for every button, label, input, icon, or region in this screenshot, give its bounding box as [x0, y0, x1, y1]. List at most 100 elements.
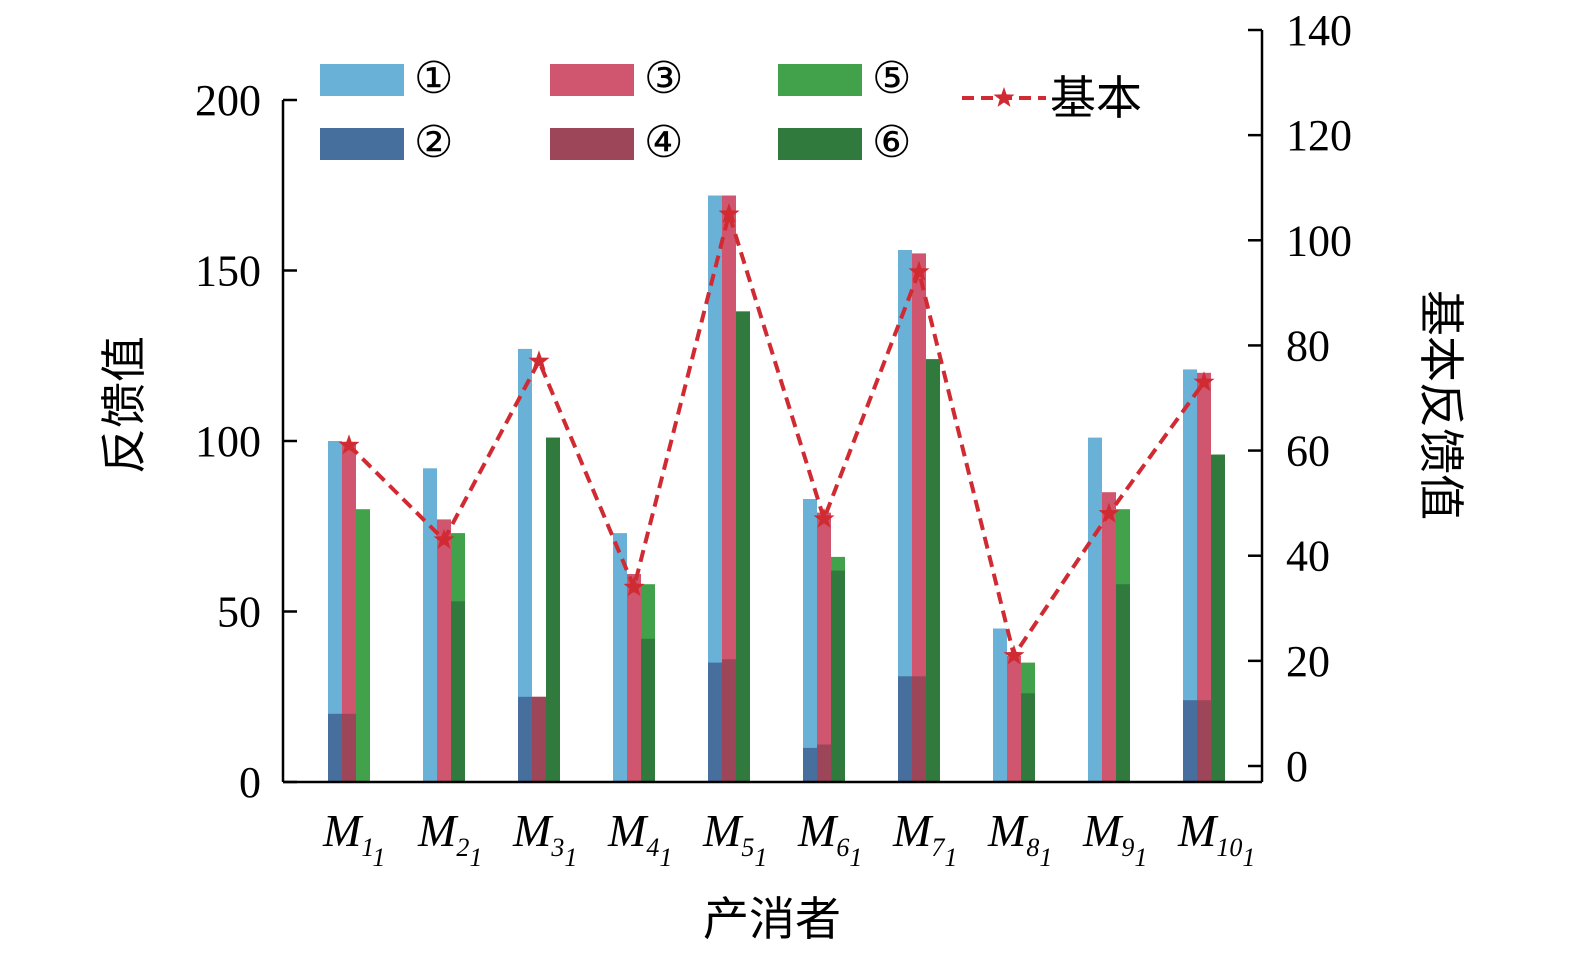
category-label-main: M — [417, 805, 459, 856]
bar-series-3-cat-5 — [722, 195, 736, 782]
right-tick-label-20: 20 — [1286, 637, 1330, 686]
legend-label-3: ③ — [644, 53, 683, 104]
bars-group — [328, 195, 1225, 783]
bar-series-6-cat-4 — [641, 638, 655, 782]
category-label-sub1: 6 — [836, 833, 849, 862]
left-tick-label-150: 150 — [195, 247, 261, 296]
bar-series-4-cat-1 — [342, 713, 356, 782]
legend-swatch-2 — [320, 128, 404, 160]
legend-line-marker — [993, 87, 1015, 107]
category-label-sub2: 1 — [564, 843, 577, 872]
line-point-9 — [1098, 502, 1120, 523]
legend-swatch-4 — [550, 128, 634, 160]
bar-series-4-cat-6 — [817, 744, 831, 782]
category-label-8: M81 — [987, 805, 1052, 872]
category-label-sub1: 3 — [550, 833, 564, 862]
bar-series-6-cat-6 — [831, 570, 845, 782]
legend-label-5: ⑤ — [872, 53, 911, 104]
bar-series-1-cat-5 — [708, 195, 722, 782]
bar-series-1-cat-6 — [803, 499, 817, 782]
bar-series-1-cat-7 — [898, 250, 912, 782]
bar-series-6-cat-5 — [736, 311, 750, 782]
left-tick-label-200: 200 — [195, 76, 261, 125]
category-label-sub2: 1 — [659, 843, 672, 872]
x-axis-title: 产消者 — [703, 892, 841, 946]
legend-swatch-6 — [778, 128, 862, 160]
category-label-main: M — [512, 805, 554, 856]
bar-series-2-cat-10 — [1183, 700, 1197, 782]
bar-series-6-cat-9 — [1116, 584, 1130, 782]
bar-series-1-cat-2 — [423, 468, 437, 782]
bar-series-1-cat-10 — [1183, 369, 1197, 782]
line-point-5 — [718, 203, 740, 223]
bar-series-1-cat-3 — [518, 348, 532, 782]
category-label-sub1: 2 — [456, 833, 469, 862]
category-label-main: M — [1082, 805, 1124, 856]
bar-series-1-cat-4 — [613, 533, 627, 782]
bar-series-3-cat-7 — [912, 253, 926, 782]
category-label-main: M — [797, 805, 839, 856]
bar-series-3-cat-2 — [437, 519, 451, 782]
right-tick-label-0: 0 — [1286, 742, 1308, 791]
bar-series-6-cat-3 — [546, 437, 560, 782]
legend-label-4: ④ — [644, 117, 683, 168]
legend-label-6: ⑥ — [872, 117, 911, 168]
legend-swatch-3 — [550, 64, 634, 96]
category-label-sub1: 1 — [361, 833, 372, 862]
category-label-sub1: 4 — [646, 833, 659, 862]
category-label-sub1: 10 — [1216, 833, 1242, 862]
line-point-1 — [338, 434, 360, 455]
category-label-sub1: 9 — [1121, 833, 1134, 862]
right-y-axis-title: 基本反馈值 — [1414, 290, 1468, 520]
category-label-sub2: 1 — [1134, 843, 1147, 872]
bar-series-2-cat-5 — [708, 662, 722, 782]
left-tick-label-50: 50 — [217, 588, 261, 637]
line-point-7 — [908, 260, 930, 281]
legend: ① ② ③ ④ ⑤ ⑥ 基本 — [320, 53, 1142, 168]
bar-series-6-cat-8 — [1021, 693, 1035, 782]
category-label-9: M91 — [1082, 805, 1147, 872]
bar-series-3-cat-9 — [1102, 492, 1116, 782]
category-label-sub1: 5 — [741, 833, 754, 862]
bar-series-1-cat-8 — [993, 628, 1007, 782]
bar-series-3-cat-6 — [817, 512, 831, 782]
category-label-2: M21 — [417, 805, 482, 872]
legend-label-2: ② — [414, 117, 453, 168]
category-label-sub1: 7 — [931, 833, 945, 862]
right-tick-label-140: 140 — [1286, 6, 1352, 55]
category-label-sub2: 1 — [849, 843, 862, 872]
category-label-4: M41 — [607, 805, 672, 872]
bar-series-6-cat-2 — [451, 601, 465, 782]
left-tick-label-0: 0 — [239, 758, 261, 807]
category-label-main: M — [1177, 805, 1219, 856]
category-label-7: M71 — [892, 805, 957, 872]
legend-swatch-1 — [320, 64, 404, 96]
legend-swatch-5 — [778, 64, 862, 96]
category-label-main: M — [892, 805, 934, 856]
bar-series-3-cat-1 — [342, 444, 356, 782]
bar-series-4-cat-10 — [1197, 700, 1211, 782]
right-tick-label-60: 60 — [1286, 427, 1330, 476]
line-point-4 — [623, 576, 645, 597]
line-point-3 — [528, 350, 550, 371]
legend-label-1: ① — [414, 53, 453, 104]
bar-series-2-cat-7 — [898, 676, 912, 782]
legend-line-label: 基本 — [1050, 71, 1142, 125]
category-label-main: M — [987, 805, 1029, 856]
line-point-10 — [1193, 371, 1215, 392]
category-label-sub2: 1 — [754, 843, 767, 872]
line-point-2 — [433, 528, 455, 549]
category-label-main: M — [702, 805, 744, 856]
bar-series-2-cat-1 — [328, 713, 342, 782]
left-y-axis-title: 反馈值 — [97, 336, 151, 474]
category-label-sub2: 1 — [1039, 843, 1052, 872]
category-label-sub2: 1 — [469, 843, 482, 872]
category-label-sub2: 1 — [372, 843, 385, 872]
right-tick-label-40: 40 — [1286, 532, 1330, 581]
bar-series-1-cat-1 — [328, 441, 342, 782]
line-point-8 — [1003, 644, 1025, 665]
bar-series-1-cat-9 — [1088, 437, 1102, 782]
category-label-main: M — [607, 805, 649, 856]
line-point-6 — [813, 507, 835, 528]
